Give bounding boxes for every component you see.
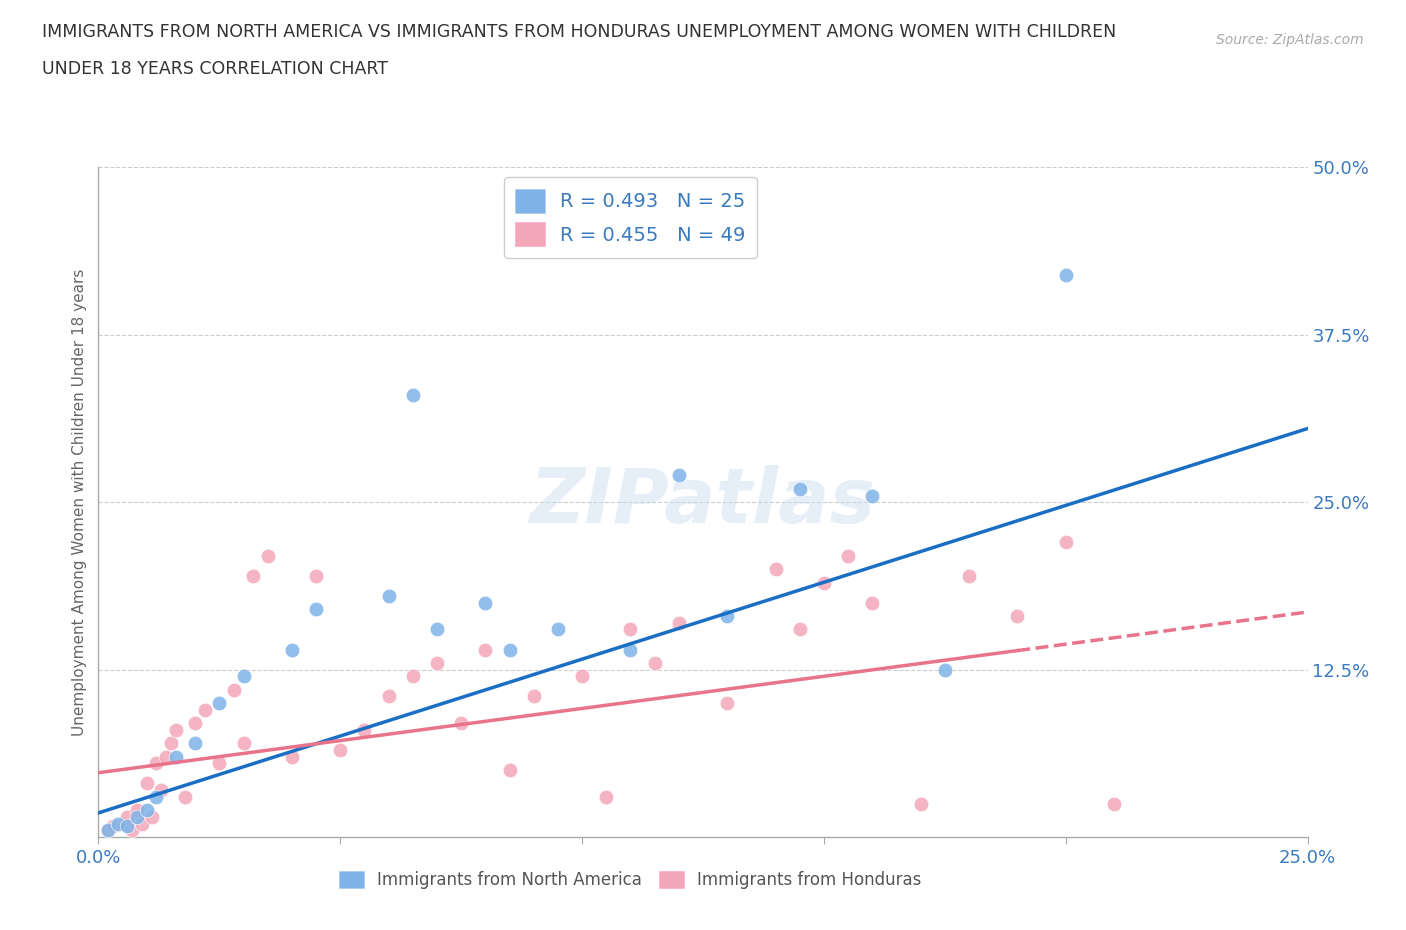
Point (813, 575, 835, 590)
Point (131, 817, 153, 831)
Point (150, 783, 173, 798)
Point (208, 696, 231, 711)
Point (305, 568, 328, 583)
Point (232, 736, 254, 751)
Point (1054, 535, 1077, 550)
Point (957, 568, 980, 583)
Point (668, 468, 690, 483)
Point (160, 736, 183, 751)
Point (107, 817, 129, 831)
Text: IMMIGRANTS FROM NORTH AMERICA VS IMMIGRANTS FROM HONDURAS UNEMPLOYMENT AMONG WOM: IMMIGRANTS FROM NORTH AMERICA VS IMMIGRA… (42, 23, 1116, 41)
Point (571, 669, 593, 684)
Text: ZIPatlas: ZIPatlas (530, 465, 876, 539)
Point (377, 589, 399, 604)
Point (474, 595, 496, 610)
Point (1007, 608, 1029, 623)
Point (426, 622, 449, 637)
Point (145, 790, 167, 804)
Point (329, 742, 352, 757)
Point (305, 602, 328, 617)
Text: UNDER 18 YEARS CORRELATION CHART: UNDER 18 YEARS CORRELATION CHART (42, 60, 388, 78)
Point (97, 823, 120, 838)
Point (716, 696, 738, 711)
Point (619, 622, 641, 637)
Point (595, 790, 617, 804)
Point (232, 669, 254, 684)
Point (155, 750, 177, 764)
Point (141, 809, 163, 824)
Point (353, 723, 375, 737)
Point (101, 818, 124, 833)
Point (789, 622, 811, 637)
Point (910, 796, 932, 811)
Point (837, 549, 859, 564)
Point (450, 716, 472, 731)
Point (121, 823, 143, 838)
Point (111, 817, 134, 831)
Point (789, 482, 811, 497)
Point (498, 642, 520, 657)
Point (523, 689, 546, 704)
Point (135, 803, 157, 817)
Point (184, 716, 207, 731)
Point (644, 656, 666, 671)
Point (165, 723, 187, 737)
Point (194, 702, 217, 717)
Point (402, 388, 425, 403)
Point (934, 662, 956, 677)
Point (184, 736, 207, 751)
Point (281, 750, 304, 764)
Point (242, 568, 264, 583)
Point (127, 809, 149, 824)
Point (127, 803, 149, 817)
Point (117, 818, 139, 833)
Point (208, 756, 231, 771)
Point (377, 689, 399, 704)
Point (402, 669, 425, 684)
Point (619, 642, 641, 657)
Point (256, 549, 278, 564)
Point (1054, 267, 1077, 282)
Point (222, 683, 245, 698)
Point (1102, 796, 1125, 811)
Point (474, 642, 496, 657)
Point (117, 809, 139, 824)
Y-axis label: Unemployment Among Women with Children Under 18 years: Unemployment Among Women with Children U… (72, 269, 87, 736)
Point (97, 823, 120, 838)
Point (174, 790, 197, 804)
Point (498, 763, 520, 777)
Point (426, 656, 449, 671)
Point (145, 756, 167, 771)
Point (281, 642, 304, 657)
Point (547, 622, 569, 637)
Point (135, 776, 157, 790)
Point (765, 562, 787, 577)
Legend: Immigrants from North America, Immigrants from Honduras: Immigrants from North America, Immigrant… (332, 864, 928, 896)
Point (668, 616, 690, 631)
Point (860, 595, 883, 610)
Point (716, 608, 738, 623)
Point (165, 750, 187, 764)
Text: Source: ZipAtlas.com: Source: ZipAtlas.com (1216, 33, 1364, 46)
Point (860, 488, 883, 503)
